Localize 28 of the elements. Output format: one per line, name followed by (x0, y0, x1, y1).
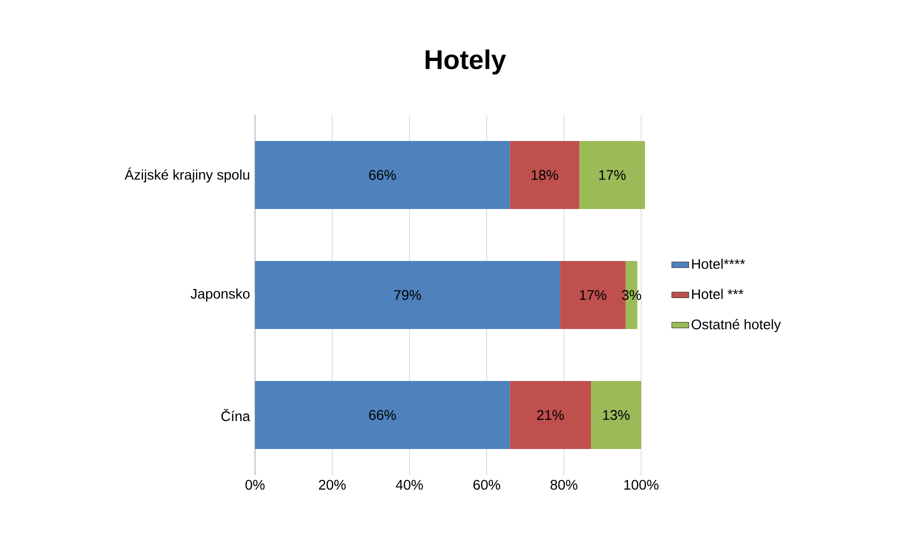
legend-label: Hotel**** (692, 258, 746, 269)
data-label: 17% (580, 290, 606, 300)
x-tick-label: 100% (624, 480, 658, 490)
data-label: 17% (599, 170, 626, 180)
y-tick-label: Čína (221, 408, 250, 422)
chart-title: Hotely (426, 49, 506, 75)
bar (510, 380, 591, 449)
data-label: 13% (603, 410, 630, 420)
data-label: 79% (394, 290, 421, 300)
bar (255, 140, 510, 209)
x-tick-label: 20% (318, 480, 346, 490)
data-label: 66% (369, 410, 396, 420)
bar (510, 140, 580, 209)
bar (255, 380, 510, 449)
data-label: 66% (369, 170, 396, 180)
data-label: 21% (537, 410, 564, 420)
data-label: 18% (532, 170, 558, 180)
x-tick-label: 80% (550, 480, 578, 490)
bar (579, 140, 646, 209)
y-tick-label: Japonsko (190, 288, 250, 302)
x-tick-label: 40% (396, 480, 423, 490)
bar (255, 260, 560, 329)
legend-label: Ostatné hotely (692, 318, 781, 332)
y-tick-label: Ázijské krajiny spolu (124, 168, 250, 182)
legend-label: Hotel *** (692, 288, 744, 300)
x-tick-label: 0% (245, 480, 265, 490)
bar (590, 380, 642, 449)
x-tick-label: 60% (473, 480, 500, 490)
